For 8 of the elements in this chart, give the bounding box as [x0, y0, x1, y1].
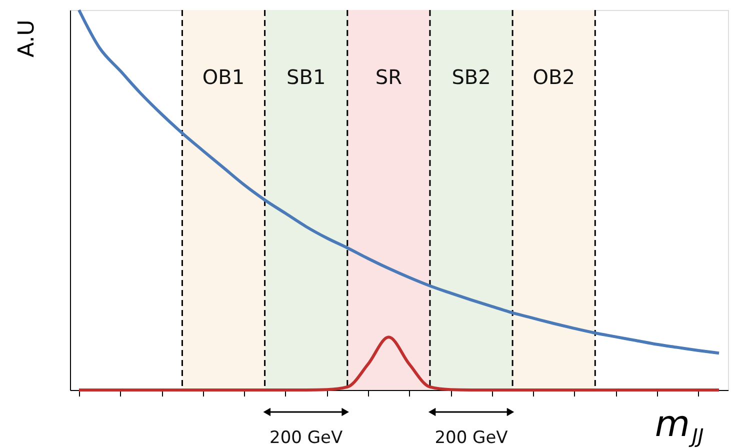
text: 200 GeV [434, 428, 508, 448]
annotation: SR [375, 65, 402, 89]
y-axis-title: A.U [14, 20, 40, 58]
annotation: SB2 [452, 65, 491, 89]
text: 200 GeV [270, 428, 344, 448]
annotation: OB1 [202, 65, 245, 89]
annotation: OB2 [532, 65, 575, 89]
annotation: SB1 [286, 65, 326, 89]
